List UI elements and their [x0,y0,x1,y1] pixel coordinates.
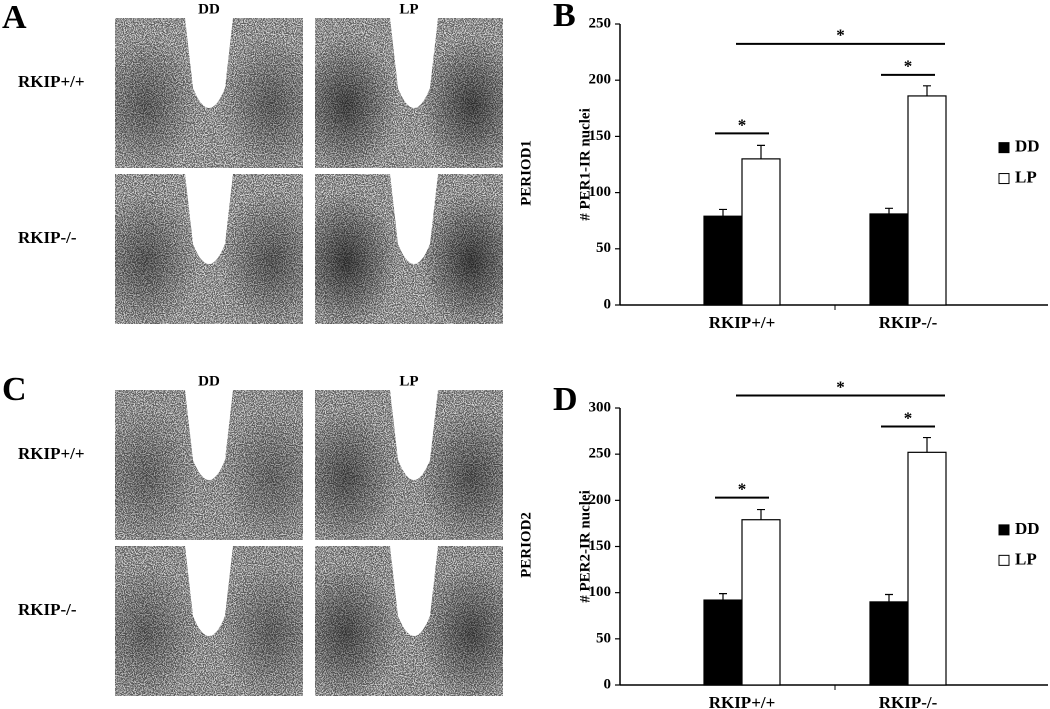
row-label: RKIP+/+ [18,72,85,91]
y-axis-label: # PER2-IR nuclei [577,490,593,603]
legend-swatch [998,554,1010,566]
bar [907,95,947,306]
ventricle [390,546,438,636]
y-tick-label: 50 [596,630,611,646]
error-bar [757,508,765,520]
y-tick-label: 0 [604,296,612,312]
y-tick-label: 0 [604,676,612,692]
row-label: RKIP-/- [18,600,77,619]
bar [869,213,909,306]
ventricle [185,546,233,636]
ventricle [390,18,438,108]
legend-swatch [998,524,1010,536]
micrograph [315,546,503,696]
bar [703,215,743,306]
bar [907,451,947,686]
y-tick-label: 200 [589,492,612,508]
y-tick-label: 200 [589,72,612,88]
column-label: LP [399,373,418,389]
ventricle [390,390,438,480]
ventricle [185,390,233,480]
legend-label: LP [1015,549,1037,568]
y-tick-label: 150 [589,128,612,144]
legend-swatch [998,173,1010,185]
bar [741,158,781,306]
error-bar [757,144,765,159]
error-bar [719,208,727,217]
error-bar [885,207,893,214]
y-tick-label: 100 [589,584,612,600]
column-label: DD [198,1,220,17]
x-tick-label: RKIP-/- [879,693,938,709]
error-bar [923,85,931,96]
y-tick-label: 250 [589,15,612,31]
bar [869,601,909,686]
panel-letter: B [553,0,576,34]
legend-swatch [998,142,1010,154]
ventricle [390,174,438,264]
stain-label: PERIOD1 [518,140,534,206]
legend-label: DD [1015,137,1040,156]
panel-letter: D [553,381,578,418]
column-label: LP [399,1,418,17]
bar [703,599,743,686]
error-bar [719,592,727,601]
x-tick-label: RKIP+/+ [709,693,776,709]
ventricle [185,174,233,264]
significance-label: * [904,408,913,427]
micrograph [115,546,303,696]
micrograph [115,174,303,324]
row-label: RKIP-/- [18,228,77,247]
y-axis-label: # PER1-IR nuclei [577,108,593,221]
micrograph [315,390,503,540]
y-tick-label: 100 [589,184,612,200]
x-tick-label: RKIP+/+ [709,313,776,332]
y-tick-label: 250 [589,446,612,462]
row-label: RKIP+/+ [18,444,85,463]
significance-label: * [738,115,747,134]
panel-letter: C [2,371,27,408]
column-label: DD [198,373,220,389]
ventricle [185,18,233,108]
micrograph [315,174,503,324]
legend-label: DD [1015,519,1040,538]
y-tick-label: 50 [596,240,611,256]
y-tick-label: 300 [589,399,612,415]
micrograph [115,390,303,540]
significance-label: * [904,57,913,76]
panel-letter: A [2,0,27,36]
x-tick-label: RKIP-/- [879,313,938,332]
legend-label: LP [1015,167,1037,186]
error-bar [923,436,931,453]
stain-label: PERIOD2 [518,512,534,578]
micrograph [115,18,303,168]
significance-label: * [836,26,845,45]
y-tick-label: 150 [589,538,612,554]
micrograph [315,18,503,168]
error-bar [885,593,893,602]
bar [741,519,781,686]
significance-label: * [836,377,845,396]
significance-label: * [738,479,747,498]
